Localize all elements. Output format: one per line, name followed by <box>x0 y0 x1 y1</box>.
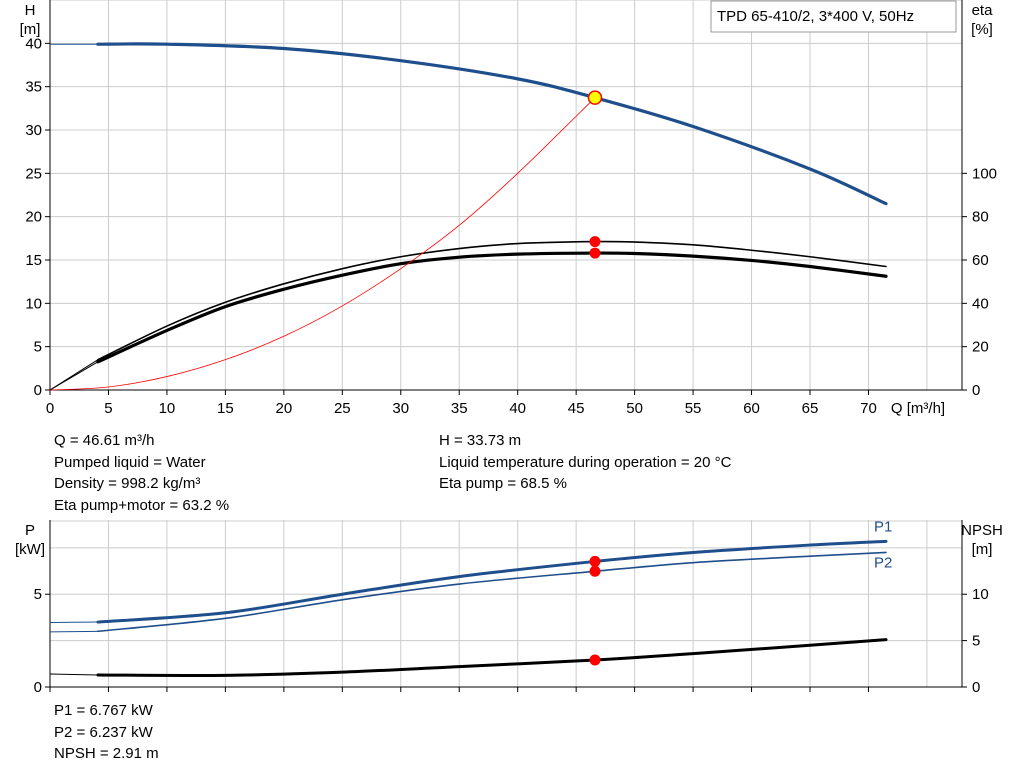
series-p1-curve <box>96 539 888 624</box>
series-label-p1: P1 <box>874 518 892 535</box>
x-tick-label: 55 <box>685 400 702 417</box>
x-tick-label: 30 <box>392 400 409 417</box>
y-tick-label: 35 <box>25 79 42 96</box>
y2-axis-title: eta <box>972 2 994 19</box>
series-p2-curve <box>97 551 887 633</box>
x-tick-label: 45 <box>568 400 585 417</box>
temperature-readout: Liquid temperature during operation = 20… <box>439 453 732 471</box>
series-eta-total-curve <box>96 251 888 364</box>
flow-readout: Q = 46.61 m³/h <box>54 432 155 449</box>
p1-readout: P1 = 6.767 kW <box>54 702 153 719</box>
head-readout: H = 33.73 m <box>439 432 522 449</box>
series-group: P1 P2 <box>49 518 892 678</box>
x-tick-label: 0 <box>46 400 54 417</box>
y2-axis-unit: [%] <box>971 21 993 38</box>
series-eta-pump-curve <box>97 240 887 361</box>
y2-tick-label: 100 <box>972 165 997 182</box>
results-right: H = 33.73 m Liquid temperature during op… <box>439 430 731 495</box>
operating-point-marker <box>587 90 603 105</box>
grid-lines <box>50 520 962 687</box>
duty-point-dot <box>589 555 601 567</box>
eta-curve-extension <box>49 361 99 391</box>
x-tick-label: 35 <box>451 400 468 417</box>
series-h-curve <box>96 42 888 206</box>
y2-axis-title: NPSH <box>961 522 1003 539</box>
chart-title-box <box>710 0 957 33</box>
duty-point-dot <box>589 236 601 248</box>
y2-tick-label: 80 <box>972 209 989 226</box>
y2-tick-label: 0 <box>972 679 980 696</box>
grid-lines <box>50 0 962 390</box>
x-tick-label: 20 <box>276 400 293 417</box>
series-group <box>49 42 888 391</box>
y-tick-label: 0 <box>34 382 42 399</box>
npsh-curve-extension <box>49 673 98 676</box>
y-tick-label: 10 <box>25 295 42 312</box>
y-axis-unit: [kW] <box>15 541 45 558</box>
y2-axis-unit: [m] <box>972 541 993 558</box>
x-tick-label: 65 <box>802 400 819 417</box>
x-axis-title: Q [m³/h] <box>891 400 945 417</box>
y2-tick-label: 60 <box>972 252 989 269</box>
eta-total-readout: Eta pump+motor = 63.2 % <box>54 496 230 514</box>
results-power: P1 = 6.767 kW P2 = 6.237 kW NPSH = 2.91 … <box>54 700 159 765</box>
y-tick-label: 0 <box>34 679 42 696</box>
y-tick-label: 30 <box>25 122 42 139</box>
duty-point-dot <box>589 654 601 666</box>
y-tick-label: 20 <box>25 209 42 226</box>
y-tick-label: 40 <box>25 35 42 52</box>
x-tick-label: 70 <box>860 400 877 417</box>
y-axis-title: H <box>25 2 36 19</box>
x-tick-label: 40 <box>509 400 526 417</box>
y2-tick-label: 5 <box>972 633 980 650</box>
y-tick-label: 5 <box>34 586 42 603</box>
power-curve-extension <box>49 621 98 624</box>
x-tick-label: 15 <box>217 400 234 417</box>
series-system-curve <box>49 97 596 391</box>
duty-point-dot <box>589 247 601 259</box>
y2-tick-label: 10 <box>972 586 989 603</box>
x-tick-label: 10 <box>159 400 176 417</box>
liquid-readout: Pumped liquid = Water <box>54 453 206 471</box>
y2-tick-label: 0 <box>972 382 980 399</box>
y2-tick-label: 20 <box>972 339 989 356</box>
eta-pump-readout: Eta pump = 68.5 % <box>439 475 567 492</box>
power-curve-extension <box>49 630 98 633</box>
power-npsh-plot: 0 5 0 5 10 P [kW] NPSH [m] P1 P2 <box>15 518 1003 696</box>
duty-point-dot <box>589 565 601 577</box>
p2-readout: P2 = 6.237 kW <box>54 723 153 741</box>
y2-tick-label: 40 <box>972 295 989 312</box>
x-tick-label: 60 <box>743 400 760 417</box>
y-axis-unit: [m] <box>20 21 41 38</box>
series-npsh-curve <box>96 638 888 678</box>
y-tick-label: 15 <box>25 252 42 269</box>
results-left: Q = 46.61 m³/h Pumped liquid = Water Den… <box>54 430 229 516</box>
y-tick-label: 25 <box>25 165 42 182</box>
x-tick-label: 25 <box>334 400 351 417</box>
density-readout: Density = 998.2 kg/m³ <box>54 475 201 492</box>
x-tick-label: 5 <box>104 400 112 417</box>
y-tick-label: 5 <box>34 339 42 356</box>
chart-title: TPD 65-410/2, 3*400 V, 50Hz <box>717 8 914 25</box>
y-axis-title: P <box>25 522 35 539</box>
x-tick-label: 50 <box>626 400 643 417</box>
series-label-p2: P2 <box>874 554 892 571</box>
hq-eta-plot: 0 5 10 15 20 25 30 35 40 0 20 40 60 80 100 H [m] eta [%] 0 5… <box>20 0 997 417</box>
npsh-readout: NPSH = 2.91 m <box>54 745 159 762</box>
